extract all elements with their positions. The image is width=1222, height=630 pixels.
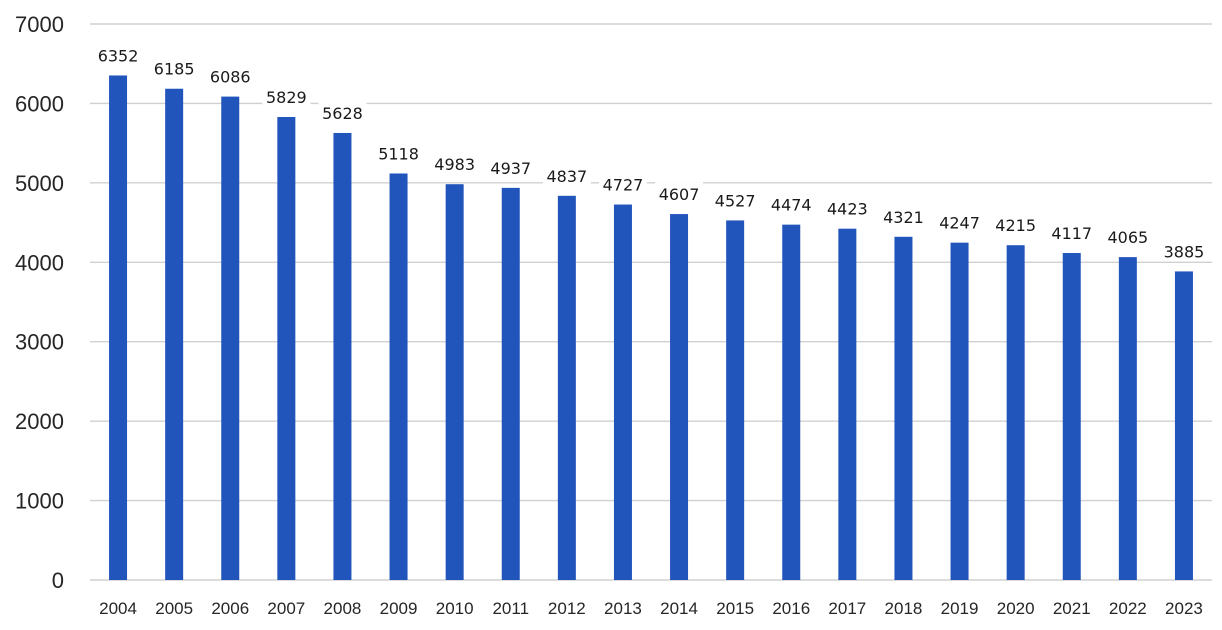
- data-label-background: [1103, 225, 1152, 248]
- x-axis-ticks: 2004 2005 2006 2007 2008 2009 2010 2011 2012 2013…: [99, 599, 1203, 618]
- data-label-background: [655, 182, 704, 205]
- bar: [165, 88, 184, 580]
- y-tick-label: 2000: [15, 409, 64, 434]
- data-label: 4065: [1107, 228, 1148, 247]
- x-tick-label: 2022: [1109, 599, 1147, 618]
- x-tick-label: 2023: [1165, 599, 1203, 618]
- data-label-background: [374, 141, 423, 164]
- bar: [1062, 252, 1081, 581]
- data-label: 4117: [1051, 224, 1092, 243]
- bar: [277, 117, 296, 580]
- data-label: 4607: [659, 185, 700, 204]
- bar: [221, 96, 240, 580]
- x-tick-label: 2020: [997, 599, 1035, 618]
- data-label: 4527: [715, 191, 756, 210]
- data-label-background: [767, 192, 816, 215]
- data-label: 4321: [883, 208, 924, 227]
- bar: [333, 132, 352, 580]
- bars: [109, 75, 1193, 581]
- bar: [613, 204, 632, 580]
- bar: [1006, 245, 1025, 581]
- data-label-background: [206, 64, 255, 87]
- bar: [782, 224, 801, 580]
- data-label-background: [150, 56, 199, 79]
- data-label: 4727: [603, 176, 644, 195]
- x-tick-label: 2011: [492, 599, 529, 618]
- data-label: 4215: [995, 216, 1036, 235]
- data-labels: 6352 6185 6086 5829 5628 5118 4983 4937 4837 4727…: [98, 46, 1205, 261]
- data-label: 6185: [154, 60, 195, 79]
- data-label: 6352: [98, 46, 139, 65]
- data-label: 4983: [434, 155, 475, 174]
- y-tick-label: 4000: [15, 250, 64, 275]
- x-tick-label: 2006: [211, 599, 249, 618]
- y-tick-label: 3000: [15, 330, 64, 355]
- data-label: 4247: [939, 214, 980, 233]
- bar: [445, 184, 464, 580]
- data-label-background: [935, 210, 984, 233]
- bar: [1174, 271, 1193, 580]
- data-label-background: [94, 43, 143, 66]
- data-label: 5628: [322, 104, 363, 123]
- data-label-background: [598, 172, 647, 195]
- bar: [670, 214, 689, 580]
- data-label: 4423: [827, 200, 868, 219]
- data-label: 4474: [771, 196, 812, 215]
- x-tick-label: 2010: [436, 599, 474, 618]
- y-tick-label: 0: [52, 568, 64, 593]
- x-tick-label: 2018: [885, 599, 923, 618]
- x-tick-label: 2014: [660, 599, 698, 618]
- bar: [557, 195, 576, 580]
- x-tick-label: 2004: [99, 599, 137, 618]
- data-label-background: [318, 100, 367, 123]
- x-tick-label: 2015: [716, 599, 754, 618]
- bar: [501, 187, 520, 580]
- x-tick-label: 2007: [267, 599, 305, 618]
- x-tick-label: 2021: [1053, 599, 1091, 618]
- bar: [950, 242, 969, 580]
- bar: [1118, 257, 1137, 580]
- y-tick-label: 5000: [15, 171, 64, 196]
- bar: [726, 220, 745, 580]
- data-label-background: [1047, 220, 1096, 243]
- data-label-background: [262, 85, 311, 108]
- x-tick-label: 2012: [548, 599, 586, 618]
- bar: [894, 236, 913, 581]
- x-tick-label: 2017: [828, 599, 866, 618]
- x-tick-label: 2016: [772, 599, 810, 618]
- x-tick-label: 2013: [604, 599, 642, 618]
- data-label-background: [430, 152, 479, 175]
- data-label-background: [542, 163, 591, 186]
- x-tick-label: 2008: [324, 599, 362, 618]
- gridlines: [90, 23, 1212, 581]
- data-label: 5829: [266, 88, 307, 107]
- data-label-backgrounds: [94, 43, 1208, 262]
- y-axis-ticks: 0 1000 2000 3000 4000 5000 6000 7000: [15, 12, 64, 593]
- x-tick-label: 2009: [380, 599, 418, 618]
- data-label-background: [711, 188, 760, 211]
- data-label-background: [991, 213, 1040, 236]
- y-tick-label: 1000: [15, 489, 64, 514]
- data-label: 6086: [210, 68, 251, 87]
- data-label-background: [486, 155, 535, 178]
- data-label: 5118: [378, 144, 419, 163]
- bar: [389, 173, 408, 581]
- data-label-background: [1159, 239, 1208, 262]
- data-label-background: [879, 204, 928, 227]
- x-tick-label: 2019: [941, 599, 979, 618]
- data-label: 4837: [546, 167, 587, 186]
- data-label: 3885: [1164, 242, 1205, 261]
- data-label: 4937: [490, 159, 531, 178]
- bar: [109, 75, 128, 580]
- y-tick-label: 6000: [15, 91, 64, 116]
- y-tick-label: 7000: [15, 12, 64, 37]
- data-label-background: [823, 196, 872, 219]
- bar: [838, 228, 857, 580]
- x-tick-label: 2005: [155, 599, 193, 618]
